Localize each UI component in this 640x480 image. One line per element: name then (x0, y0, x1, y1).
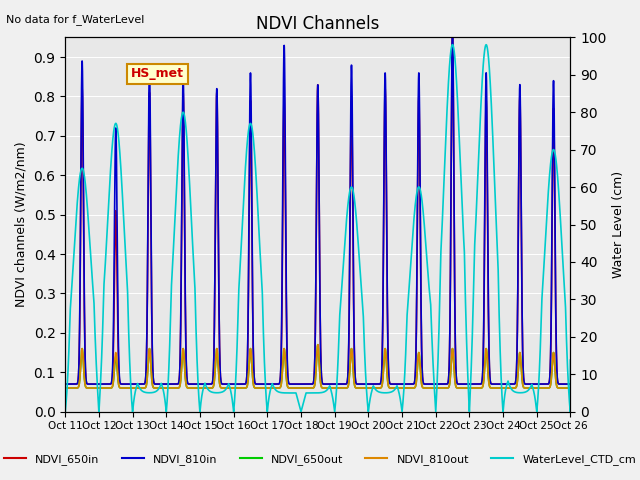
Y-axis label: Water Level (cm): Water Level (cm) (612, 171, 625, 278)
Title: NDVI Channels: NDVI Channels (256, 15, 380, 33)
Legend: NDVI_650in, NDVI_810in, NDVI_650out, NDVI_810out, WaterLevel_CTD_cm: NDVI_650in, NDVI_810in, NDVI_650out, NDV… (0, 450, 640, 469)
Text: HS_met: HS_met (131, 67, 184, 80)
Y-axis label: NDVI channels (W/m2/nm): NDVI channels (W/m2/nm) (15, 142, 28, 307)
Text: No data for f_WaterLevel: No data for f_WaterLevel (6, 14, 145, 25)
